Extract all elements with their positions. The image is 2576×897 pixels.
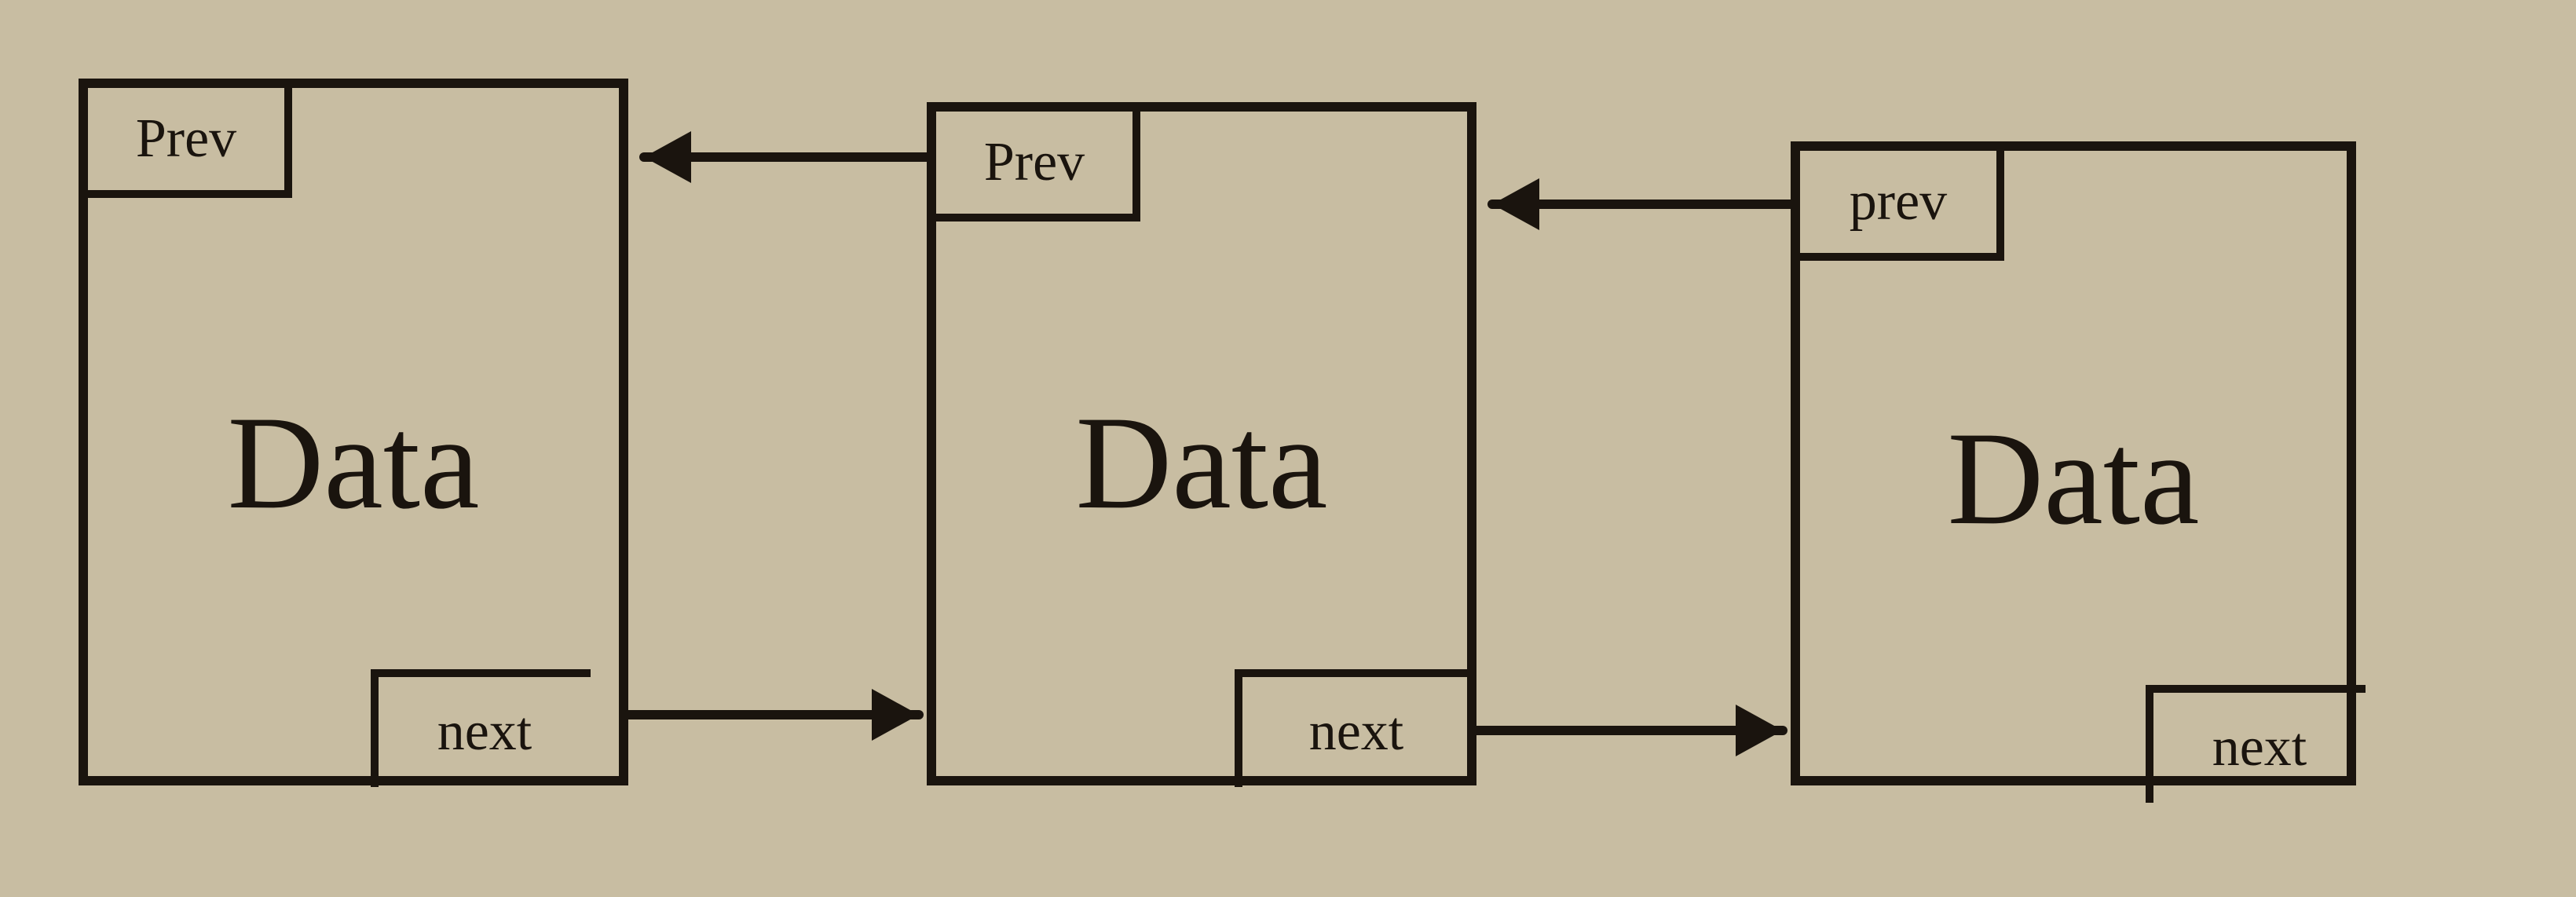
prev-pointer-box: Prev: [88, 88, 292, 198]
prev-label: prev: [1850, 170, 1947, 233]
next-pointer-box: next: [371, 669, 591, 787]
data-label: Data: [88, 386, 619, 540]
next-label: next: [437, 701, 532, 763]
next-pointer-box: next: [2146, 685, 2366, 803]
prev-arrow: [1429, 141, 1853, 267]
linked-list-diagram: Prev next Data Prev next Data prev next Data: [0, 0, 2576, 897]
data-text: Data: [1076, 386, 1328, 540]
prev-label: Prev: [984, 131, 1085, 194]
list-node: Prev next Data: [79, 79, 628, 785]
prev-arrow: [581, 94, 990, 220]
list-node: Prev next Data: [927, 102, 1476, 785]
next-arrow: [1414, 668, 1846, 793]
next-label: next: [2212, 716, 2307, 779]
data-text: Data: [1948, 402, 2200, 555]
data-label: Data: [1800, 402, 2347, 555]
prev-label: Prev: [136, 108, 236, 170]
next-label: next: [1309, 701, 1404, 763]
list-node: prev next Data: [1791, 141, 2356, 785]
data-label: Data: [936, 386, 1467, 540]
data-text: Data: [228, 386, 480, 540]
next-arrow: [565, 652, 982, 778]
